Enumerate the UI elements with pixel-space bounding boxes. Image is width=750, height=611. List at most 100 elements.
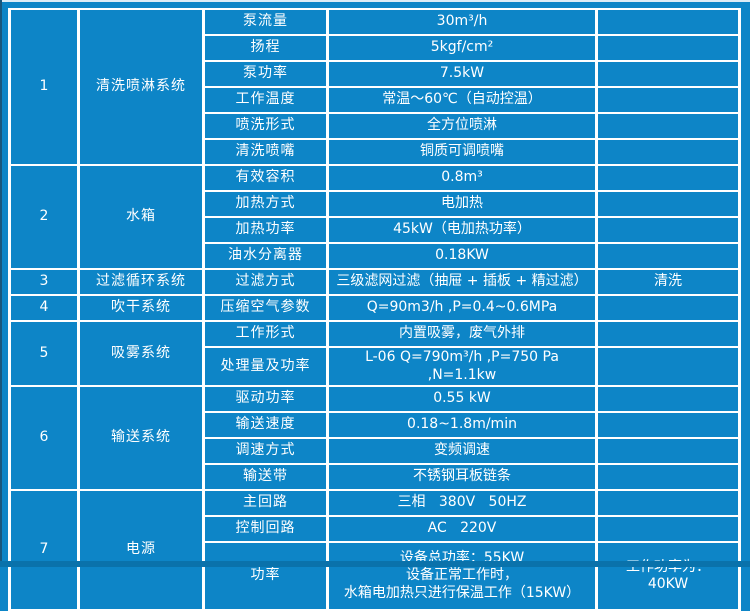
value-cell: 0.18~1.8m/min xyxy=(329,413,595,437)
extra-cell xyxy=(598,413,738,437)
spec-table-frame: 1 清洗喷淋系统 泵流量 30m³/h 扬程 5kgf/cm² 泵功率 7.5kW 工作温度 常温… xyxy=(8,8,741,611)
section-name-cell: 吹干系统 xyxy=(80,296,202,320)
value-cell: 7.5kW xyxy=(329,62,595,86)
section-number-cell: 6 xyxy=(11,387,77,489)
value-cell: 全方位喷淋 xyxy=(329,114,595,138)
value-cell: 三级滤网过滤（抽屉 + 插板 + 精过滤） xyxy=(329,270,595,294)
value-cell: 三相 380V 50HZ xyxy=(329,491,595,515)
extra-cell xyxy=(598,322,738,346)
extra-cell xyxy=(598,218,738,242)
param-cell: 油水分离器 xyxy=(205,244,326,268)
extra-cell xyxy=(598,296,738,320)
extra-cell xyxy=(598,140,738,164)
extra-cell xyxy=(598,517,738,541)
spec-row: 2 水箱 有效容积 0.8m³ xyxy=(11,166,738,268)
extra-cell xyxy=(598,491,738,515)
bottom-edge-strip xyxy=(0,561,750,567)
value-cell: 内置吸雾，废气外排 xyxy=(329,322,595,346)
param-cell: 泵流量 xyxy=(205,10,326,34)
section-name-cell: 输送系统 xyxy=(80,387,202,489)
spec-table: 1 清洗喷淋系统 泵流量 30m³/h 扬程 5kgf/cm² 泵功率 7.5kW 工作温度 常温… xyxy=(8,8,741,611)
extra-cell xyxy=(598,10,738,34)
param-cell: 主回路 xyxy=(205,491,326,515)
extra-cell xyxy=(598,192,738,216)
param-cell: 喷洗形式 xyxy=(205,114,326,138)
value-cell: 30m³/h xyxy=(329,10,595,34)
extra-cell xyxy=(598,387,738,411)
param-cell: 加热方式 xyxy=(205,192,326,216)
param-cell: 输送带 xyxy=(205,465,326,489)
param-cell: 工作温度 xyxy=(205,88,326,112)
extra-cell xyxy=(598,114,738,138)
extra-cell xyxy=(598,244,738,268)
value-cell: 5kgf/cm² xyxy=(329,36,595,60)
param-cell: 工作形式 xyxy=(205,322,326,346)
value-cell: 0.8m³ xyxy=(329,166,595,190)
section-number-cell: 5 xyxy=(11,322,77,385)
value-cell: 设备总功率：55KW 设备正常工作时， 水箱电加热只进行保温工作（15KW） xyxy=(329,543,595,609)
spec-row: 4 吹干系统 压缩空气参数 Q=90m3/h ,P=0.4~0.6MPa xyxy=(11,296,738,320)
spec-row: 扬程 5kgf/cm² xyxy=(11,36,738,60)
param-cell: 清洗喷嘴 xyxy=(205,140,326,164)
param-cell: 压缩空气参数 xyxy=(205,296,326,320)
param-cell: 功率 xyxy=(205,543,326,609)
spec-row: 工作温度 常温～60℃（自动控温） xyxy=(11,88,738,112)
section-number-cell: 3 xyxy=(11,270,77,294)
value-cell: 0.55 kW xyxy=(329,387,595,411)
extra-cell xyxy=(598,88,738,112)
extra-cell: 工作功率为： 40KW xyxy=(598,543,738,609)
spec-row: 泵功率 7.5kW xyxy=(11,62,738,86)
spec-row: 控制回路 AC 220V xyxy=(11,517,738,541)
value-cell: Q=90m3/h ,P=0.4~0.6MPa xyxy=(329,296,595,320)
spec-row: 输送速度 0.18~1.8m/min xyxy=(11,413,738,437)
value-cell: 45kW（电加热功率） xyxy=(329,218,595,242)
section-name-cell: 吸雾系统 xyxy=(80,322,202,385)
param-cell: 处理量及功率 xyxy=(205,348,326,385)
spec-row: 6 输送系统 驱动功率 0.55 kW xyxy=(11,387,738,489)
param-cell: 驱动功率 xyxy=(205,387,326,411)
left-edge-line xyxy=(0,0,2,567)
spec-row: 3 过滤循环系统 过滤方式 三级滤网过滤（抽屉 + 插板 + 精过滤） 清洗 xyxy=(11,270,738,294)
spec-row: 加热方式 电加热 xyxy=(11,192,738,216)
param-cell: 泵功率 xyxy=(205,62,326,86)
param-cell: 输送速度 xyxy=(205,413,326,437)
section-name-cell: 电源 xyxy=(80,491,202,609)
value-cell: AC 220V xyxy=(329,517,595,541)
param-cell: 过滤方式 xyxy=(205,270,326,294)
section-number-cell: 1 xyxy=(11,10,77,164)
value-cell: 电加热 xyxy=(329,192,595,216)
spec-row: 处理量及功率 L-06 Q=790m³/h ,P=750 Pa ,N=1.1kw xyxy=(11,348,738,385)
spec-row: 7 电源 主回路 三相 380V 50HZ xyxy=(11,491,738,609)
section-number-cell: 7 xyxy=(11,491,77,609)
value-cell: 变频调速 xyxy=(329,439,595,463)
param-cell: 控制回路 xyxy=(205,517,326,541)
param-cell: 扬程 xyxy=(205,36,326,60)
spec-row: 5 吸雾系统 工作形式 内置吸雾，废气外排 xyxy=(11,322,738,385)
top-edge-line xyxy=(0,0,750,2)
param-cell: 调速方式 xyxy=(205,439,326,463)
extra-cell xyxy=(598,348,738,385)
spec-row: 油水分离器 0.18KW xyxy=(11,244,738,268)
param-cell: 加热功率 xyxy=(205,218,326,242)
spec-row: 1 清洗喷淋系统 泵流量 30m³/h xyxy=(11,10,738,164)
extra-cell xyxy=(598,36,738,60)
value-cell: 0.18KW xyxy=(329,244,595,268)
spec-row: 清洗喷嘴 铜质可调喷嘴 xyxy=(11,140,738,164)
section-number-cell: 4 xyxy=(11,296,77,320)
value-cell: 常温～60℃（自动控温） xyxy=(329,88,595,112)
section-name-cell: 水箱 xyxy=(80,166,202,268)
extra-cell xyxy=(598,439,738,463)
spec-row: 喷洗形式 全方位喷淋 xyxy=(11,114,738,138)
spec-row: 输送带 不锈钢耳板链条 xyxy=(11,465,738,489)
spec-row: 调速方式 变频调速 xyxy=(11,439,738,463)
value-cell: L-06 Q=790m³/h ,P=750 Pa ,N=1.1kw xyxy=(329,348,595,385)
value-cell: 不锈钢耳板链条 xyxy=(329,465,595,489)
extra-cell xyxy=(598,62,738,86)
extra-cell: 清洗 xyxy=(598,270,738,294)
param-cell: 有效容积 xyxy=(205,166,326,190)
spec-row: 加热功率 45kW（电加热功率） xyxy=(11,218,738,242)
extra-cell xyxy=(598,465,738,489)
extra-cell xyxy=(598,166,738,190)
section-name-cell: 清洗喷淋系统 xyxy=(80,10,202,164)
value-cell: 铜质可调喷嘴 xyxy=(329,140,595,164)
